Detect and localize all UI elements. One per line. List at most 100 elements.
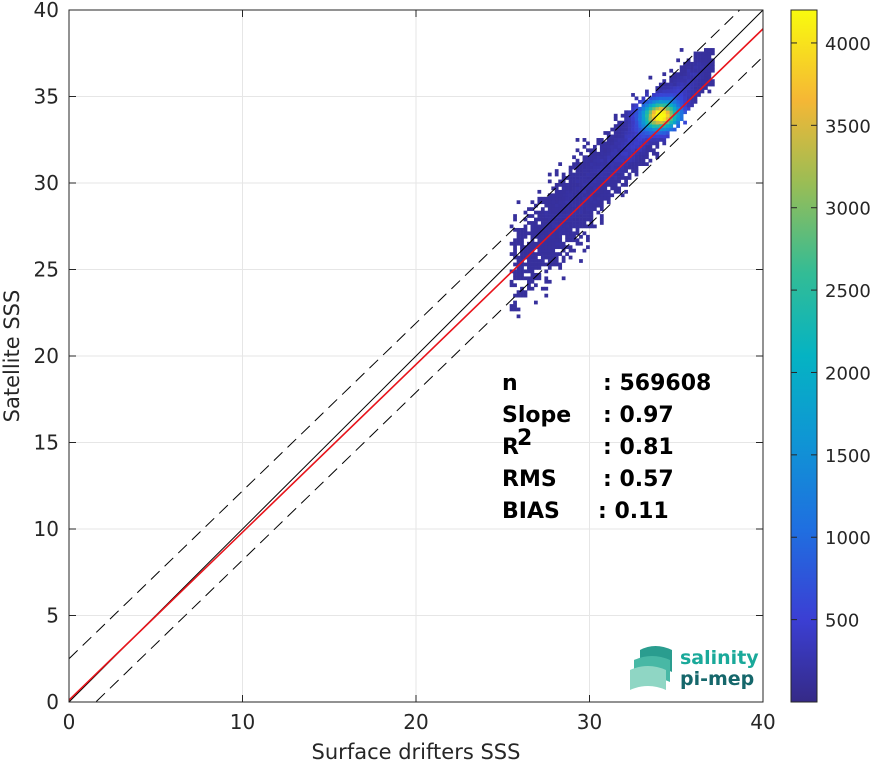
density-bin <box>603 186 608 191</box>
density-bin <box>575 148 580 153</box>
density-bin <box>540 245 545 250</box>
density-bin <box>662 120 667 125</box>
density-bin <box>533 210 538 215</box>
density-bin <box>645 134 649 139</box>
density-bin <box>613 131 618 135</box>
density-bin <box>558 189 563 194</box>
density-bin <box>627 151 632 156</box>
density-bin <box>641 103 646 108</box>
density-bin <box>617 127 622 132</box>
density-bin <box>620 124 625 128</box>
density-bin <box>683 120 687 125</box>
density-bin <box>533 255 538 260</box>
density-bin <box>523 276 528 281</box>
density-bin <box>710 65 715 70</box>
density-bin <box>679 86 684 90</box>
density-bin <box>658 96 663 101</box>
density-bin <box>613 144 618 149</box>
density-bin <box>645 155 649 160</box>
density-bin <box>533 276 538 281</box>
density-bin <box>565 227 569 232</box>
stat-superscript: 2 <box>517 426 532 451</box>
density-bin <box>627 158 632 163</box>
density-bin <box>693 61 698 66</box>
density-bin <box>558 196 563 201</box>
density-bin <box>620 155 625 160</box>
density-bin <box>599 176 604 180</box>
density-bin <box>516 200 521 205</box>
logo-line-1: salinity <box>680 647 759 669</box>
density-bin <box>596 189 601 194</box>
density-bin <box>617 186 622 191</box>
density-bin <box>544 203 549 208</box>
lower-bound-line <box>95 56 763 702</box>
density-bin <box>547 252 552 256</box>
density-bin <box>513 304 517 308</box>
density-bin <box>648 127 653 132</box>
density-bin <box>561 196 566 201</box>
salinity-pi-mep-logo: salinity pi-mep <box>630 646 759 690</box>
density-bin <box>554 252 559 256</box>
density-bin <box>697 79 701 83</box>
density-bin <box>561 221 566 225</box>
density-bin <box>592 155 597 160</box>
density-bin <box>631 117 635 122</box>
density-bin <box>634 124 639 128</box>
density-bin <box>579 200 583 205</box>
density-bin <box>544 234 549 239</box>
density-bin <box>582 203 587 208</box>
density-bin <box>662 93 667 97</box>
colorbar-frame <box>790 9 818 703</box>
density-bin <box>648 144 653 149</box>
density-bin <box>540 231 545 236</box>
density-bin <box>693 99 698 104</box>
density-bin <box>638 155 642 160</box>
density-bin <box>641 113 646 118</box>
colorbar-tick-label: 1000 <box>825 528 871 549</box>
density-bin <box>537 272 542 277</box>
density-bin <box>516 255 521 260</box>
density-bin <box>665 93 670 97</box>
density-bin <box>554 231 559 236</box>
density-bin <box>655 120 660 125</box>
density-bin <box>568 193 573 198</box>
density-bin <box>697 82 701 87</box>
density-bin <box>700 58 705 63</box>
density-bin <box>648 106 653 111</box>
y-tick-label: 5 <box>46 604 59 628</box>
density-bin <box>527 269 531 274</box>
density-bin <box>530 207 535 211</box>
density-bin <box>592 203 597 208</box>
density-bin <box>676 96 681 101</box>
density-bin <box>627 127 632 132</box>
density-bin <box>669 110 674 115</box>
density-bin <box>516 269 521 274</box>
density-bin <box>662 103 667 108</box>
density-bin <box>558 262 563 267</box>
density-bin <box>627 113 632 118</box>
density-bin <box>651 106 656 111</box>
density-bin <box>679 72 684 77</box>
density-bin <box>540 241 545 246</box>
density-bin <box>707 72 712 77</box>
density-bin <box>603 158 608 163</box>
density-bin <box>634 155 639 160</box>
density-bin <box>693 72 698 77</box>
density-bin <box>704 61 708 66</box>
density-bin <box>572 193 576 198</box>
density-bin <box>693 54 698 59</box>
density-bin <box>686 68 691 73</box>
density-bin <box>530 266 535 270</box>
density-bin <box>520 269 524 274</box>
density-bin <box>599 165 604 170</box>
density-bin <box>645 127 649 132</box>
density-bin <box>651 93 656 97</box>
density-bin <box>572 165 576 170</box>
density-bin <box>561 259 566 263</box>
density-bin <box>575 189 580 194</box>
density-bin <box>558 241 563 246</box>
density-bin <box>565 200 569 205</box>
density-bin <box>651 131 656 135</box>
density-bin <box>579 207 583 211</box>
density-bin <box>596 158 601 163</box>
